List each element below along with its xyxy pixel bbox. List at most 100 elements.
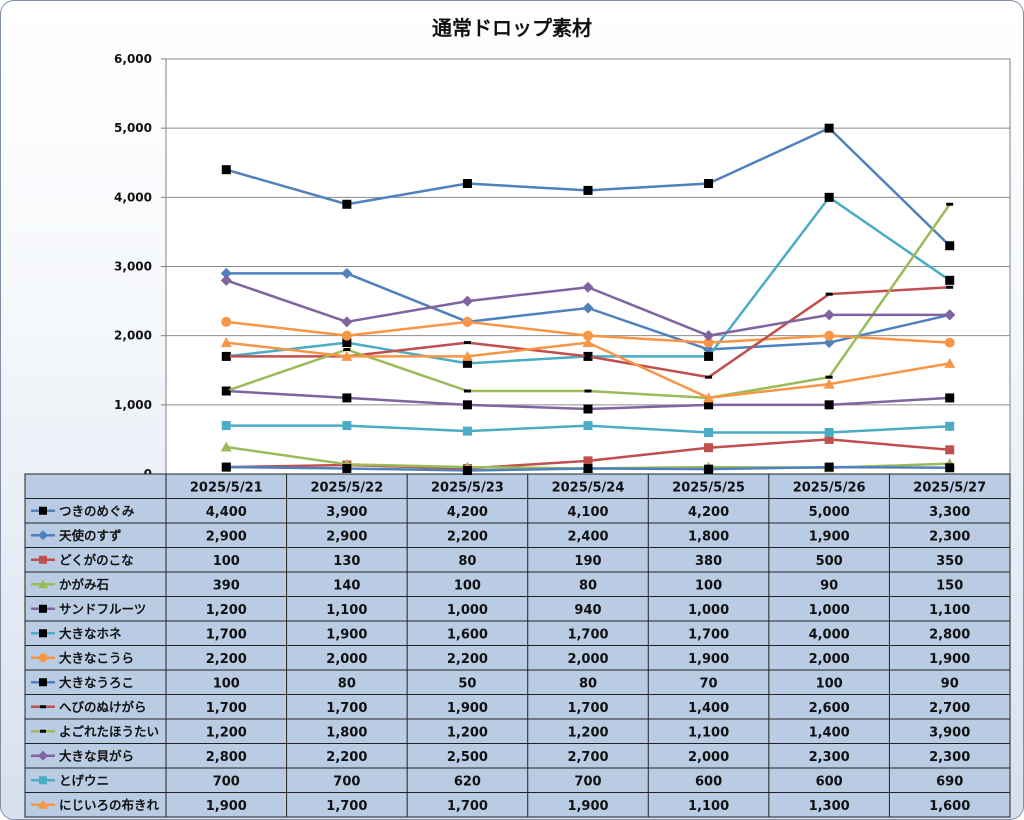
data-cell-value: 80 — [579, 578, 597, 593]
data-point-marker — [946, 202, 954, 206]
data-table: 2025/5/21 2025/5/22 2025/5/23 2025/5/24 2025… — [24, 473, 1011, 818]
data-cell-value: 1,100 — [688, 799, 729, 814]
data-point-marker — [824, 330, 835, 341]
series-13 — [220, 337, 956, 403]
data-cell-value: 690 — [936, 774, 963, 789]
legend-marker — [40, 729, 46, 733]
y-tick-label: 5,000 — [114, 121, 152, 135]
series-name-label: 天使のすず — [59, 528, 122, 543]
data-point-marker — [945, 463, 955, 473]
data-cell-value: 5,000 — [809, 505, 850, 520]
series-name-label: にじいろの布きれ — [59, 797, 160, 812]
data-point-marker — [221, 421, 231, 431]
data-point-marker — [583, 330, 593, 341]
data-point-marker — [342, 338, 352, 348]
data-cell-value: 1,900 — [688, 652, 729, 667]
data-cell-value: 2,700 — [567, 750, 608, 765]
data-point-marker — [703, 337, 714, 348]
data-cell-value: 1,900 — [567, 799, 608, 814]
data-cell-value: 140 — [333, 578, 360, 593]
data-point-marker — [945, 241, 955, 251]
data-point-marker — [824, 192, 834, 202]
series-8 — [221, 462, 955, 476]
data-cell-value: 2,700 — [929, 701, 970, 716]
data-point-marker — [462, 426, 472, 436]
data-cell-value: 80 — [458, 554, 476, 569]
legend-marker — [38, 653, 48, 663]
data-point-marker — [341, 316, 353, 328]
data-cell-value: 1,700 — [447, 799, 488, 814]
x-category-label: 2025/5/23 — [431, 480, 504, 495]
data-point-marker — [221, 165, 231, 175]
data-cell-value: 100 — [213, 676, 240, 691]
data-point-marker — [583, 404, 593, 414]
data-cell-value: 1,900 — [326, 627, 367, 642]
data-cell-value: 2,300 — [929, 529, 970, 544]
data-point-marker — [945, 393, 955, 403]
data-cell-value: 1,700 — [688, 627, 729, 642]
data-point-marker — [824, 434, 834, 444]
series-name-label: 大きな貝がら — [59, 748, 134, 763]
data-cell-value: 90 — [820, 578, 838, 593]
series-layer — [220, 123, 956, 476]
data-cell-value: 700 — [333, 774, 360, 789]
data-cell-value: 100 — [695, 578, 722, 593]
data-cell-value: 700 — [574, 774, 601, 789]
x-category-label: 2025/5/24 — [552, 480, 625, 495]
data-cell-value: 3,900 — [326, 505, 367, 520]
data-point-marker — [342, 421, 352, 431]
y-tick-label: 3,000 — [114, 260, 152, 274]
data-cell-value: 1,100 — [326, 603, 367, 618]
legend-marker — [38, 579, 48, 589]
data-cell-value: 2,300 — [809, 750, 850, 765]
data-cell-value: 1,800 — [688, 529, 729, 544]
data-point-marker — [343, 348, 351, 351]
series-name-label: とげウニ — [59, 773, 109, 788]
data-cell-value: 1,300 — [809, 799, 850, 814]
data-point-marker — [463, 389, 471, 393]
x-category-label: 2025/5/26 — [793, 480, 866, 495]
x-category-label: 2025/5/21 — [190, 480, 263, 495]
data-cell-value: 100 — [213, 554, 240, 569]
data-point-marker — [342, 393, 352, 403]
data-point-marker — [944, 337, 955, 348]
data-cell-value: 1,200 — [206, 725, 247, 740]
data-cell-value: 1,800 — [326, 725, 367, 740]
data-point-marker — [220, 274, 232, 286]
data-point-marker — [583, 421, 593, 431]
data-cell-value: 100 — [816, 676, 843, 691]
data-cell-value: 2,200 — [447, 652, 488, 667]
data-cell-value: 1,400 — [688, 701, 729, 716]
data-point-marker — [584, 389, 592, 393]
data-point-marker — [703, 330, 715, 342]
data-point-marker — [341, 350, 353, 361]
chart-title: 通常ドロップ素材 — [432, 16, 592, 40]
data-point-marker — [582, 302, 594, 314]
data-point-marker — [341, 267, 353, 279]
data-cell-value: 600 — [695, 774, 722, 789]
data-cell-value: 1,100 — [929, 603, 970, 618]
data-point-marker — [461, 350, 473, 361]
data-point-marker — [462, 316, 473, 327]
data-cell-value: 2,000 — [326, 652, 367, 667]
data-point-marker — [704, 400, 714, 410]
data-point-marker — [462, 179, 472, 188]
data-point-marker — [462, 400, 472, 410]
data-cell-value: 1,700 — [326, 799, 367, 814]
data-cell-value: 1,200 — [206, 603, 247, 618]
legend-marker — [40, 705, 46, 709]
data-cell-value: 2,200 — [447, 529, 488, 544]
data-cell-value: 2,800 — [206, 750, 247, 765]
data-point-marker — [824, 123, 834, 133]
y-tick-label: 2,000 — [114, 329, 152, 343]
data-cell-value: 1,000 — [447, 603, 488, 618]
data-point-marker — [463, 341, 471, 345]
series-name-label: よごれたほうたい — [59, 724, 159, 739]
data-cell-value: 1,700 — [206, 701, 247, 716]
data-cell-value: 1,700 — [206, 627, 247, 642]
data-point-marker — [220, 441, 232, 452]
data-cell-value: 190 — [574, 554, 601, 569]
series-11 — [220, 274, 956, 342]
